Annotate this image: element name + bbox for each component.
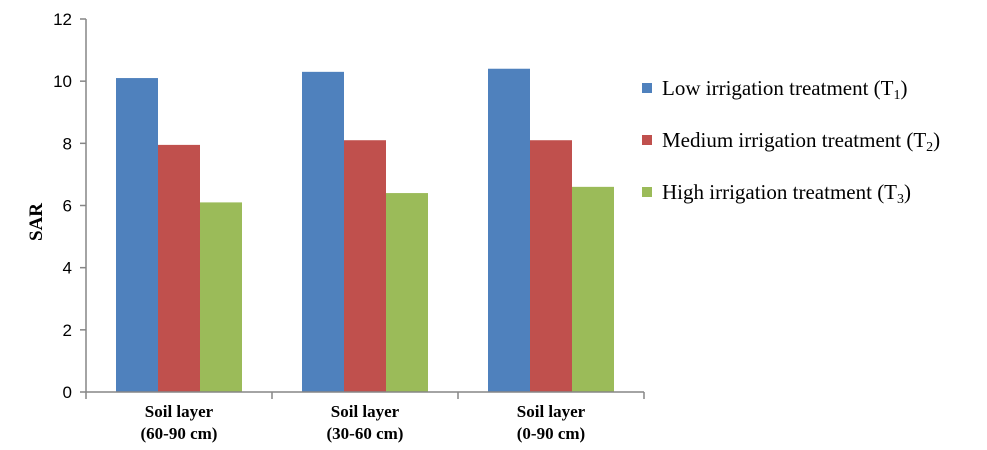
y-tick-labels: 0 2 4 6 8 10 12 — [53, 10, 72, 402]
category-label-line: Soil layer — [517, 402, 586, 421]
legend-label: High irrigation treatment (T3) — [662, 180, 911, 207]
category-label-line: (60-90 cm) — [141, 424, 218, 443]
y-tick-label: 8 — [63, 134, 72, 153]
legend: Low irrigation treatment (T1) Medium irri… — [642, 76, 940, 207]
category-label-line: Soil layer — [145, 402, 214, 421]
axes-layer — [80, 18, 645, 399]
bar-series3-cat2 — [386, 193, 428, 392]
bar-series2-cat1 — [158, 144, 200, 392]
category-label: Soil layer (0-90 cm) — [517, 402, 586, 443]
y-axis-title: SAR — [26, 203, 47, 241]
bar-series1-cat2 — [302, 71, 344, 392]
category-label-line: (0-90 cm) — [517, 424, 585, 443]
legend-swatch — [642, 187, 652, 197]
bars-layer — [116, 68, 614, 392]
y-tick-label: 10 — [53, 72, 72, 91]
category-label: Soil layer (30-60 cm) — [327, 402, 404, 443]
legend-label: Medium irrigation treatment (T2) — [662, 128, 940, 155]
y-tick-label: 4 — [63, 259, 72, 278]
bar-series1-cat1 — [116, 78, 158, 392]
bar-series2-cat3 — [530, 140, 572, 392]
legend-swatch — [642, 83, 652, 93]
bar-series1-cat3 — [488, 68, 530, 392]
category-labels: Soil layer (60-90 cm) Soil layer (30-60 cm)… — [141, 402, 586, 443]
legend-swatch — [642, 135, 652, 145]
y-tick-label: 12 — [53, 10, 72, 29]
bar-series3-cat1 — [200, 202, 242, 392]
category-label-line: Soil layer — [331, 402, 400, 421]
y-tick-label: 2 — [63, 321, 72, 340]
y-tick-label: 0 — [63, 383, 72, 402]
y-tick-label: 6 — [63, 197, 72, 216]
bar-series3-cat3 — [572, 186, 614, 392]
legend-label: Low irrigation treatment (T1) — [662, 76, 908, 103]
category-label-line: (30-60 cm) — [327, 424, 404, 443]
bar-series2-cat2 — [344, 140, 386, 392]
category-label: Soil layer (60-90 cm) — [141, 402, 218, 443]
